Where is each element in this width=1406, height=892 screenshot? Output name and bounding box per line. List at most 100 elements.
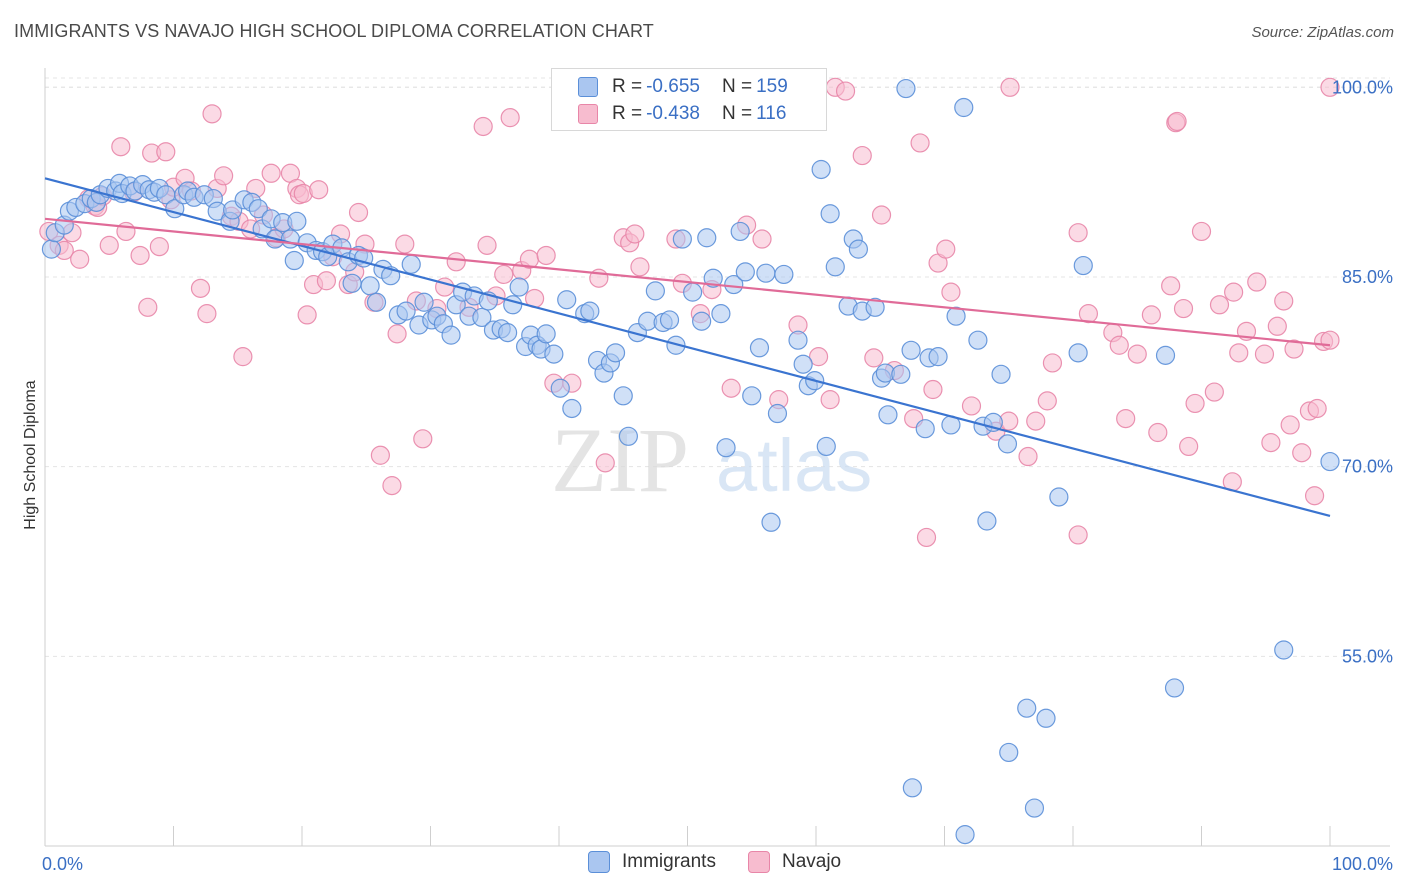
point-navajo (214, 166, 234, 186)
point-navajo (1179, 436, 1199, 457)
point-navajo (871, 205, 892, 225)
point-immigrants (414, 292, 434, 312)
point-immigrants (811, 159, 831, 180)
point-immigrants (41, 239, 62, 259)
point-navajo (916, 527, 937, 548)
bottom-legend: Immigrants Navajo (588, 851, 873, 873)
point-navajo (835, 81, 856, 101)
point-navajo (1304, 486, 1325, 506)
point-navajo (382, 476, 402, 496)
point-immigrants (825, 257, 845, 277)
point-navajo (852, 145, 872, 166)
point-immigrants (1155, 345, 1176, 365)
point-navajo (446, 252, 466, 272)
trend-line-immigrants (44, 177, 1331, 518)
point-immigrants (1017, 698, 1037, 718)
point-immigrants (946, 306, 966, 326)
point-navajo (70, 249, 90, 269)
point-immigrants (1320, 451, 1340, 472)
immigrants-swatch (588, 851, 610, 873)
point-navajo (1254, 344, 1275, 364)
bottom-legend-label: Immigrants (622, 851, 716, 872)
point-immigrants (613, 386, 633, 406)
x-tick-label-min: 0.0% (42, 854, 83, 874)
point-navajo (864, 348, 884, 368)
watermark-zip: ZIP (551, 409, 689, 511)
point-navajo (1204, 382, 1224, 402)
point-immigrants (697, 228, 717, 248)
point-immigrants (360, 276, 380, 296)
point-immigrants (848, 239, 869, 259)
point-navajo (413, 429, 433, 449)
point-navajo (494, 264, 514, 285)
legend-r-label: R = (612, 76, 643, 97)
point-immigrants (955, 825, 975, 845)
bottom-legend-label: Navajo (781, 851, 842, 872)
point-navajo (1042, 353, 1063, 373)
point-immigrants (928, 347, 948, 367)
bottom-legend-immigrants[interactable]: Immigrants (588, 851, 716, 873)
grid-lines (45, 77, 1390, 657)
point-navajo (149, 237, 169, 257)
point-immigrants (865, 297, 885, 317)
point-immigrants (498, 323, 518, 343)
bottom-legend-navajo[interactable]: Navajo (747, 851, 842, 873)
axes (44, 68, 1390, 847)
point-immigrants (557, 290, 577, 310)
point-immigrants (284, 250, 304, 271)
point-navajo (1018, 446, 1038, 467)
point-immigrants (711, 304, 731, 324)
y-tick-label: 70.0% (1342, 457, 1393, 477)
point-immigrants (562, 398, 582, 419)
point-navajo (138, 297, 158, 317)
point-immigrants (991, 364, 1011, 384)
point-navajo (190, 278, 211, 298)
point-navajo (309, 180, 329, 200)
point-immigrants (401, 254, 421, 274)
point-immigrants (580, 301, 600, 321)
point-navajo (1307, 398, 1327, 419)
point-navajo (233, 347, 253, 367)
point-navajo (595, 453, 615, 473)
point-immigrants (896, 78, 916, 99)
point-navajo (1078, 304, 1099, 324)
point-navajo (1280, 415, 1300, 435)
point-immigrants (891, 364, 911, 384)
point-immigrants (767, 403, 788, 424)
legend-n-value-immigrants: 159 (756, 76, 788, 97)
legend-row-immigrants: R = -0.655 N = 159 (578, 75, 792, 99)
point-immigrants (820, 204, 840, 224)
point-immigrants (756, 263, 776, 283)
legend-row-navajo: R = -0.438 N = 116 (578, 102, 790, 126)
point-navajo (261, 163, 281, 183)
point-navajo (1229, 343, 1249, 363)
point-navajo (1320, 330, 1340, 350)
point-immigrants (902, 778, 922, 798)
navajo-swatch (578, 104, 598, 124)
point-immigrants (915, 419, 935, 439)
point-immigrants (472, 307, 492, 328)
point-navajo (941, 282, 961, 302)
tick-labels: 55.0% 70.0% 85.0% 100.0% 0.0% 100.0% (42, 77, 1393, 874)
point-immigrants (742, 386, 762, 406)
point-immigrants (999, 742, 1019, 763)
point-navajo (156, 142, 176, 162)
point-navajo (473, 116, 493, 137)
point-navajo (348, 202, 369, 223)
point-immigrants (703, 268, 723, 288)
point-navajo (752, 229, 772, 249)
y-tick-label: 85.0% (1342, 267, 1393, 287)
point-immigrants (666, 335, 686, 355)
point-immigrants (968, 330, 988, 350)
immigrants-points (41, 78, 1340, 845)
chart-title: IMMIGRANTS VS NAVAJO HIGH SCHOOL DIPLOMA… (14, 21, 654, 41)
point-immigrants (749, 338, 770, 358)
point-navajo (202, 104, 222, 124)
point-navajo (1320, 77, 1340, 97)
point-navajo (316, 271, 337, 291)
point-navajo (1284, 339, 1304, 359)
point-navajo (536, 245, 556, 266)
point-navajo (1224, 282, 1244, 302)
point-navajo (820, 390, 840, 410)
point-immigrants (287, 211, 307, 231)
